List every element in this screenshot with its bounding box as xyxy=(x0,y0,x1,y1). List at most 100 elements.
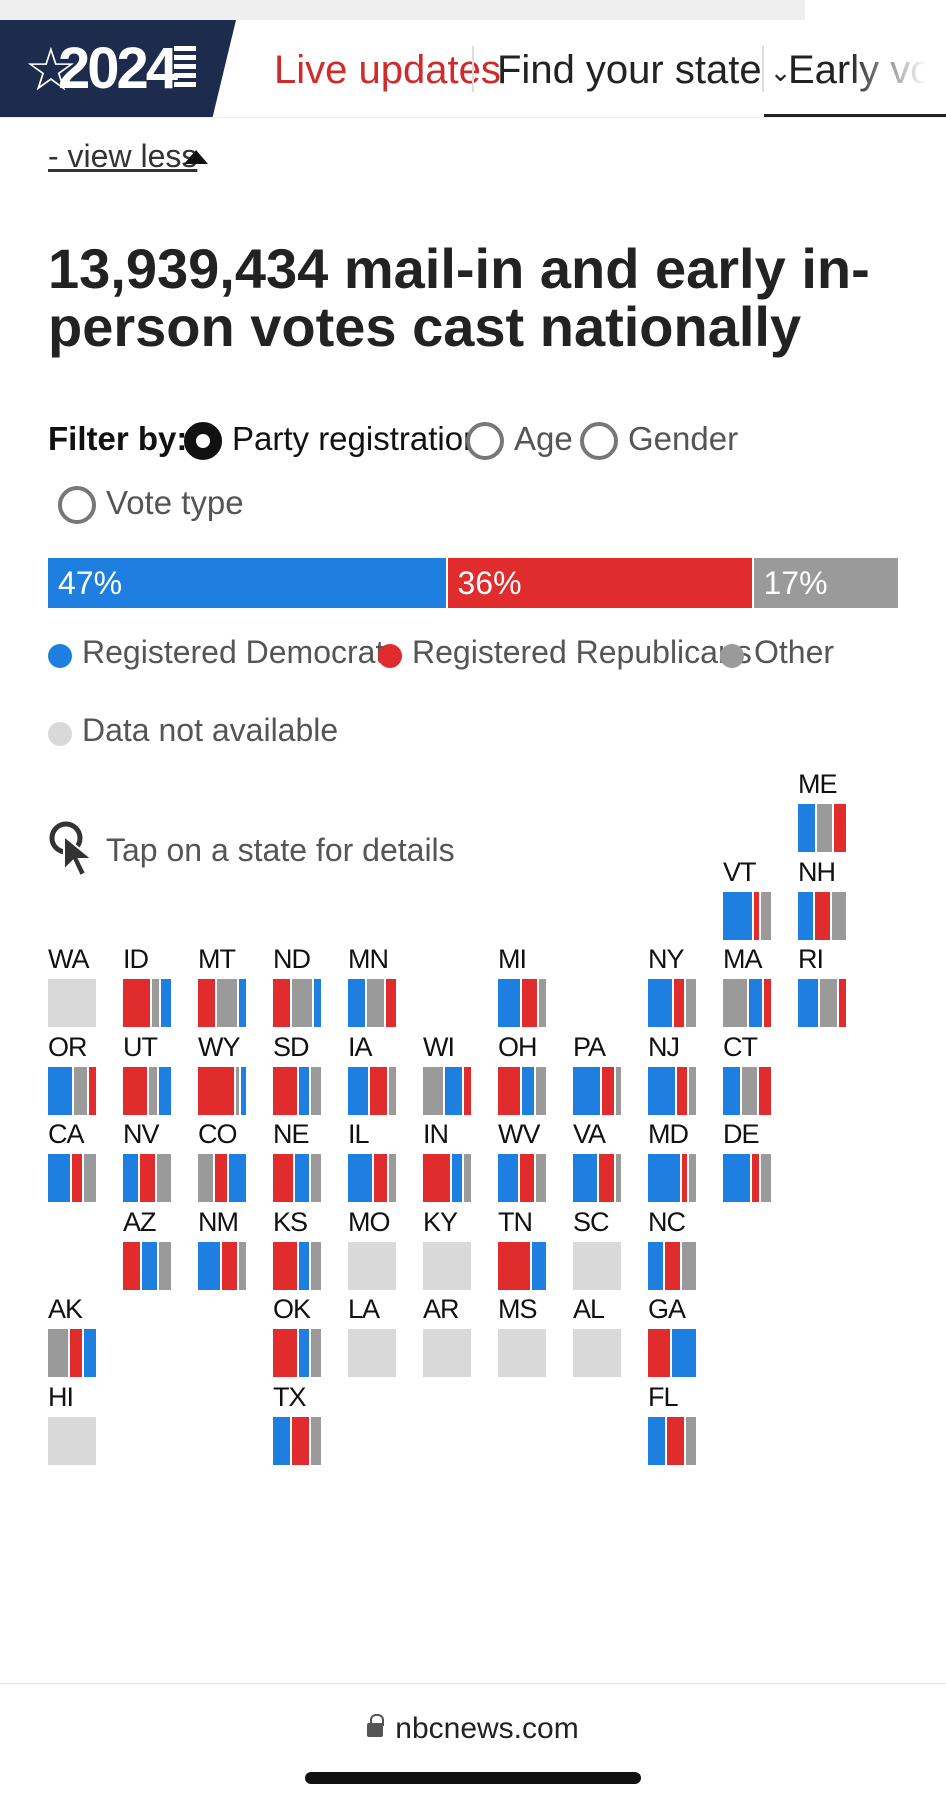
state-party-bar xyxy=(798,804,846,852)
state-tile-sd[interactable]: SD xyxy=(273,1033,321,1115)
state-tile-ar[interactable]: AR xyxy=(423,1295,471,1377)
state-party-bar xyxy=(798,979,846,1027)
state-bar-segment-dem xyxy=(723,1154,752,1202)
state-tile-ct[interactable]: CT xyxy=(723,1033,771,1115)
state-tile-ok[interactable]: OK xyxy=(273,1295,321,1377)
legend-dot-na xyxy=(48,722,72,746)
state-tile-mo[interactable]: MO xyxy=(348,1207,396,1290)
state-tile-tx[interactable]: TX xyxy=(273,1382,321,1465)
state-tile-ca[interactable]: CA xyxy=(48,1120,96,1202)
state-tile-wy[interactable]: WY xyxy=(198,1033,246,1115)
state-bar-segment-rep xyxy=(292,1417,312,1465)
state-tile-ne[interactable]: NE xyxy=(273,1120,321,1202)
browser-address-bar[interactable]: nbcnews.com xyxy=(0,1712,946,1746)
filter-radio-party-registration[interactable]: Party registration xyxy=(184,420,481,462)
state-tile-tn[interactable]: TN xyxy=(498,1208,546,1290)
filter-radio-gender[interactable]: Gender xyxy=(580,420,738,462)
state-tile-ga[interactable]: GA xyxy=(648,1295,696,1377)
state-tile-wa[interactable]: WA xyxy=(48,945,96,1027)
state-bar-segment-rep xyxy=(758,1067,771,1115)
state-tile-nj[interactable]: NJ xyxy=(648,1033,696,1115)
state-tile-la[interactable]: LA xyxy=(348,1295,396,1377)
state-tile-al[interactable]: AL xyxy=(573,1295,621,1377)
filter-option-label: Party registration xyxy=(232,420,482,457)
state-bar-segment-other xyxy=(742,1067,759,1115)
state-abbr: MN xyxy=(348,944,389,974)
state-tile-id[interactable]: ID xyxy=(123,945,171,1027)
state-tile-mn[interactable]: MN xyxy=(348,944,396,1027)
nav-active-indicator xyxy=(764,114,946,117)
state-bar-segment-dem xyxy=(444,1067,464,1115)
state-bar-segment-dem xyxy=(522,1067,537,1115)
state-tile-or[interactable]: OR xyxy=(48,1033,96,1115)
state-tile-nh[interactable]: NH xyxy=(798,858,846,940)
state-bar-segment-dem xyxy=(273,1417,293,1465)
state-bar-segment-other xyxy=(292,979,314,1027)
state-bar-segment-dem xyxy=(348,1067,370,1115)
state-tile-az[interactable]: AZ xyxy=(123,1208,171,1290)
state-tile-pa[interactable]: PA xyxy=(573,1033,621,1115)
state-abbr: FL xyxy=(648,1382,678,1412)
state-tile-ma[interactable]: MA xyxy=(723,945,771,1027)
state-bar-segment-rep xyxy=(751,1154,762,1202)
state-tile-nc[interactable]: NC xyxy=(648,1208,696,1290)
state-party-bar xyxy=(648,1329,696,1377)
state-tile-ny[interactable]: NY xyxy=(648,945,696,1027)
state-abbr: OH xyxy=(498,1032,537,1062)
state-bar-segment-other xyxy=(48,1329,70,1377)
state-bar-segment-other xyxy=(217,979,239,1027)
state-abbr: ND xyxy=(273,944,311,974)
logo-year: 2024 xyxy=(58,36,178,101)
state-abbr: HI xyxy=(48,1382,74,1412)
state-bar-segment-other xyxy=(423,1067,445,1115)
state-tile-md[interactable]: MD xyxy=(648,1120,696,1202)
state-tile-nm[interactable]: NM xyxy=(198,1208,246,1290)
state-tile-ks[interactable]: KS xyxy=(273,1208,321,1290)
state-bar-segment-rep xyxy=(88,1067,96,1115)
state-tile-ms[interactable]: MS xyxy=(498,1295,546,1377)
state-tile-mi[interactable]: MI xyxy=(498,945,546,1027)
state-tile-hi[interactable]: HI xyxy=(48,1382,96,1465)
state-tile-in[interactable]: IN xyxy=(423,1120,471,1202)
state-abbr: IA xyxy=(348,1032,372,1062)
browser-top-strip xyxy=(0,0,946,20)
state-bar-segment-dem xyxy=(573,1154,600,1202)
home-indicator[interactable] xyxy=(305,1772,641,1784)
state-tile-ut[interactable]: UT xyxy=(123,1033,171,1115)
state-tile-vt[interactable]: VT xyxy=(723,858,771,940)
state-tile-nd[interactable]: ND xyxy=(273,944,321,1027)
state-tile-mt[interactable]: MT xyxy=(198,945,246,1027)
state-data-unavailable xyxy=(423,1329,471,1377)
state-abbr: MO xyxy=(348,1207,390,1237)
state-bar-segment-dem xyxy=(573,1067,602,1115)
nav-find-your-state[interactable]: Find your state ⌄ xyxy=(497,48,791,94)
state-bar-segment-rep xyxy=(123,1242,143,1290)
state-tile-il[interactable]: IL xyxy=(348,1120,396,1202)
state-tile-ia[interactable]: IA xyxy=(348,1032,396,1115)
state-abbr: TX xyxy=(273,1382,307,1412)
state-party-bar xyxy=(573,1154,621,1202)
view-less-link[interactable]: - view less xyxy=(48,138,208,175)
state-bar-segment-other xyxy=(238,1242,246,1290)
cursor-click-icon xyxy=(49,821,95,878)
state-tile-ky[interactable]: KY xyxy=(423,1208,471,1290)
state-tile-co[interactable]: CO xyxy=(198,1120,246,1202)
state-tile-me[interactable]: ME xyxy=(798,770,846,852)
state-party-bar xyxy=(273,1242,321,1290)
state-party-bar xyxy=(273,1154,321,1202)
state-tile-ak[interactable]: AK xyxy=(48,1295,96,1377)
state-tile-sc[interactable]: SC xyxy=(573,1208,621,1290)
state-tile-fl[interactable]: FL xyxy=(648,1382,696,1465)
state-tile-nv[interactable]: NV xyxy=(123,1120,171,1202)
state-tile-oh[interactable]: OH xyxy=(498,1032,546,1115)
state-tile-wv[interactable]: WV xyxy=(498,1120,546,1202)
filter-radio-age[interactable]: Age xyxy=(466,420,576,462)
nav-live-updates[interactable]: Live updates xyxy=(274,48,501,92)
state-tile-va[interactable]: VA xyxy=(573,1120,621,1202)
state-tile-de[interactable]: DE xyxy=(723,1120,771,1202)
state-tile-wi[interactable]: WI xyxy=(423,1033,471,1115)
election-2024-logo[interactable]: ☆ 2024 xyxy=(0,20,236,117)
filter-radio-vote-type[interactable]: Vote type xyxy=(58,484,244,526)
state-tile-ri[interactable]: RI xyxy=(798,945,846,1027)
